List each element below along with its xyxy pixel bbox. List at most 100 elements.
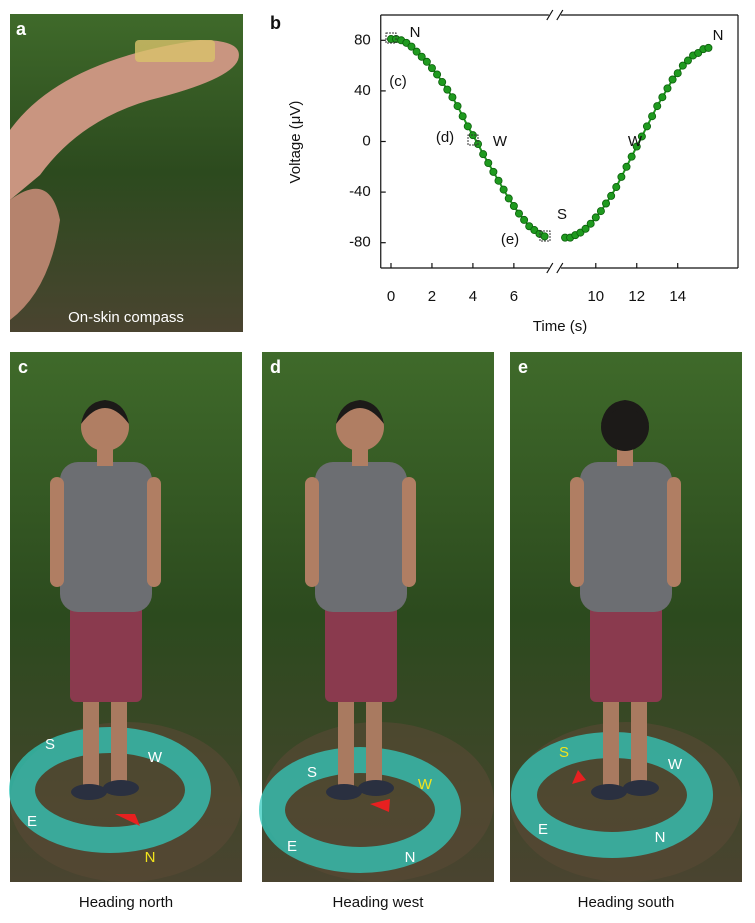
- data-point: [494, 176, 503, 185]
- data-point: [617, 172, 626, 181]
- compass-letter: S: [45, 736, 55, 753]
- data-point: [412, 47, 421, 56]
- data-point: [438, 78, 447, 87]
- data-point: [443, 85, 452, 94]
- compass-ring: [259, 747, 461, 873]
- compass-letter: N: [655, 829, 666, 846]
- photo-caption: Heading west: [333, 894, 425, 911]
- arm: [570, 477, 584, 587]
- shoe: [623, 780, 659, 796]
- heading-arrow: [572, 770, 586, 784]
- axis-break: [546, 262, 554, 274]
- data-point: [678, 61, 687, 70]
- compass-letter: N: [145, 849, 156, 866]
- compass-letter: N: [405, 849, 416, 866]
- annotation: W: [628, 133, 643, 150]
- x-tick-label: 2: [428, 288, 436, 305]
- compass-letter: E: [27, 813, 37, 830]
- data-point: [484, 159, 493, 168]
- hair: [601, 400, 649, 424]
- thumb: [10, 188, 60, 320]
- shoe: [326, 784, 362, 800]
- data-point: [504, 194, 513, 203]
- data-point: [417, 52, 426, 61]
- leg: [83, 692, 99, 787]
- data-point: [458, 112, 467, 121]
- shirt: [580, 462, 672, 612]
- heading-arrow: [115, 814, 140, 826]
- shirt: [315, 462, 407, 612]
- annotation: (d): [436, 129, 454, 146]
- arm: [305, 477, 319, 587]
- data-point: [637, 132, 646, 141]
- y-tick-label: 80: [354, 31, 371, 48]
- data-point: [632, 142, 641, 151]
- compass-letter: W: [418, 776, 433, 793]
- annotation: (e): [501, 231, 519, 248]
- axis-break: [546, 9, 554, 21]
- data-point: [427, 64, 436, 73]
- x-tick-label: 4: [469, 288, 477, 305]
- marker-box: [539, 230, 551, 242]
- data-point: [453, 102, 462, 111]
- y-axis-label: Voltage (μV): [287, 101, 304, 184]
- photos: c S W E N Heading north d S W E N Heading west e S W E N…: [9, 352, 742, 911]
- chart: b Time (s) Voltage (μV) -80 -40 0 40 80 0 2 4 6 1…: [270, 9, 739, 335]
- arm: [667, 477, 681, 587]
- y-tick-label: 40: [354, 82, 371, 99]
- axis-break: [556, 9, 564, 21]
- shorts: [325, 602, 397, 702]
- data-point: [489, 167, 498, 176]
- axis-break: [556, 262, 564, 274]
- hair: [81, 400, 129, 424]
- compass-letter: W: [148, 749, 163, 766]
- heading-arrow: [370, 799, 390, 812]
- leg: [338, 692, 354, 787]
- data-point: [673, 69, 682, 78]
- data-point: [586, 219, 595, 228]
- leg: [603, 692, 619, 787]
- head: [601, 403, 649, 451]
- data-point: [407, 42, 416, 51]
- data-point: [463, 122, 472, 131]
- data-point: [591, 213, 600, 222]
- leg: [366, 692, 382, 787]
- compass-ring: [9, 727, 211, 853]
- leg: [631, 692, 647, 787]
- finger: [10, 40, 239, 200]
- compass-letter: W: [668, 756, 683, 773]
- data-point: [607, 191, 616, 200]
- y-tick-label: 0: [362, 132, 370, 149]
- head: [336, 403, 384, 451]
- x-tick-label: 10: [587, 288, 604, 305]
- data-point: [509, 202, 518, 211]
- annotation: N: [713, 27, 724, 44]
- panel-label: b: [270, 13, 281, 33]
- data-point: [433, 70, 442, 79]
- annotation: W: [493, 133, 508, 150]
- annotation: (c): [389, 73, 407, 90]
- marker-box: [385, 32, 397, 44]
- data-point: [642, 122, 651, 131]
- annotation: S: [557, 206, 567, 223]
- shoe: [103, 780, 139, 796]
- data-point: [520, 215, 529, 224]
- data-point: [499, 185, 508, 194]
- y-tick-label: -80: [349, 234, 371, 251]
- x-tick-label: 14: [669, 288, 686, 305]
- data-point: [663, 84, 672, 93]
- x-tick-label: 0: [387, 288, 395, 305]
- annotation: N: [410, 24, 421, 41]
- data-point: [622, 162, 631, 171]
- data-point: [653, 102, 662, 111]
- hair: [336, 400, 384, 424]
- data-point: [627, 152, 636, 161]
- photo-panel: c S W E N: [9, 352, 242, 882]
- compass-letter: S: [559, 744, 569, 761]
- data-point: [602, 199, 611, 208]
- panel-label: e: [518, 357, 528, 377]
- photo-panel: e S W E N: [510, 352, 742, 882]
- data-point: [422, 57, 431, 66]
- data-point: [668, 75, 677, 84]
